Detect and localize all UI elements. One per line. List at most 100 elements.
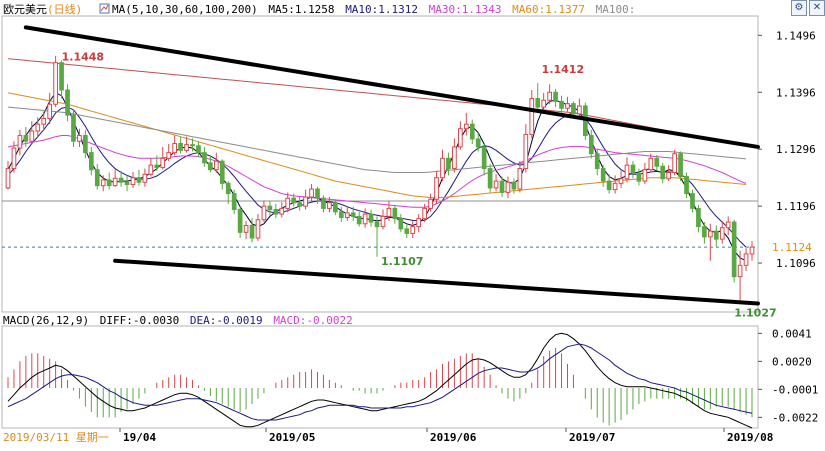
indicator-menu-icon[interactable]	[99, 3, 110, 14]
time-axis: 19/04 2019/05 2019/06 2019/07 2019/08	[119, 428, 773, 444]
candle-body	[719, 227, 725, 240]
candle-body	[499, 180, 505, 193]
candle-body	[535, 98, 541, 108]
candle	[267, 201, 273, 216]
candle	[702, 222, 707, 244]
candle	[719, 220, 725, 244]
candle	[237, 206, 243, 238]
candle-body	[618, 178, 624, 184]
candle	[582, 102, 588, 141]
candle	[160, 146, 166, 170]
candle-body	[463, 123, 469, 130]
candle-body	[118, 177, 124, 183]
candle-body	[344, 212, 350, 219]
candle-body	[136, 177, 142, 183]
candle	[541, 92, 547, 112]
candle-body	[261, 205, 267, 221]
candle	[213, 152, 219, 173]
candle-body	[208, 162, 213, 171]
candle-body	[65, 89, 70, 116]
symbol-name: 欧元美元	[3, 3, 47, 16]
candle	[29, 121, 35, 145]
candle-body	[303, 196, 308, 207]
price-annotations: 1.1448 1.1412 1.1107 1.1027	[62, 51, 777, 320]
ma60-value: MA60:1.1377	[512, 3, 585, 16]
price-tick-label: 1.1396	[776, 86, 816, 99]
candle-body	[77, 135, 82, 142]
candle-body	[184, 144, 189, 151]
close-icon[interactable]: ✕	[809, 0, 825, 16]
candle	[392, 204, 398, 224]
candle-body	[285, 197, 291, 209]
candle	[422, 203, 427, 223]
candle	[350, 206, 356, 221]
symbol-title: 欧元美元(日线)	[3, 2, 82, 16]
candle-body	[392, 207, 398, 220]
candle	[547, 84, 552, 105]
candle-body	[725, 221, 731, 229]
time-tick-label: 2019/06	[430, 431, 477, 444]
candle-body	[398, 218, 404, 230]
candle-body	[743, 253, 749, 266]
candle	[565, 96, 570, 112]
candle	[338, 206, 344, 223]
candle-body	[434, 177, 439, 200]
candle-body	[713, 230, 719, 240]
candle-body	[178, 143, 183, 151]
settings-icon[interactable]: ⚙	[791, 0, 807, 16]
candle-body	[88, 152, 94, 171]
candle	[172, 135, 178, 156]
candle-body	[124, 181, 130, 185]
candle-body	[594, 153, 600, 170]
candle	[279, 202, 285, 218]
candle	[404, 223, 410, 238]
price-tick-label: 1.1496	[776, 29, 816, 42]
candle	[249, 218, 255, 243]
candle-body	[333, 202, 338, 213]
candle	[5, 161, 11, 190]
candle	[446, 152, 451, 176]
candle-body	[219, 160, 225, 184]
candle	[225, 181, 231, 204]
candle	[535, 83, 541, 113]
candle	[594, 149, 600, 176]
candle-body	[23, 135, 29, 142]
candle	[255, 214, 261, 241]
candle	[749, 240, 755, 261]
candle-body	[338, 211, 344, 219]
candle-body	[487, 168, 493, 189]
candle	[487, 164, 493, 193]
candle	[577, 98, 582, 118]
candle-body	[231, 193, 237, 211]
high-label-2: 1.1412	[542, 63, 584, 76]
candle-body	[273, 209, 279, 215]
ma30-value: MA30:1.1343	[429, 3, 502, 16]
candle-body	[71, 114, 76, 142]
candle	[690, 189, 695, 213]
candle-body	[660, 165, 666, 180]
candle	[529, 90, 535, 139]
candle-body	[422, 207, 427, 220]
candle	[35, 117, 41, 137]
ma10-line	[7, 106, 747, 248]
macd-diff-line	[7, 332, 753, 429]
period-label: (日线)	[47, 2, 82, 16]
candle	[737, 250, 743, 303]
macd-histogram	[7, 348, 753, 426]
candle-body	[356, 215, 362, 225]
candle-body	[362, 213, 368, 225]
ma100-line	[7, 106, 747, 173]
candle-body	[690, 193, 695, 209]
candle-body	[458, 128, 463, 148]
ma100-value: MA100:	[596, 3, 636, 16]
candle-body	[350, 212, 356, 217]
macd-tick-label: 0.0020	[772, 355, 812, 368]
candle	[202, 146, 207, 167]
candle	[458, 121, 463, 150]
candle	[386, 201, 392, 221]
window-toolbar: ⚙ ✕	[791, 0, 825, 16]
candle-body	[172, 143, 178, 154]
time-tick-label: 19/04	[123, 431, 156, 444]
candle	[559, 95, 564, 113]
macd-tick-label: -0.0001	[772, 383, 818, 396]
